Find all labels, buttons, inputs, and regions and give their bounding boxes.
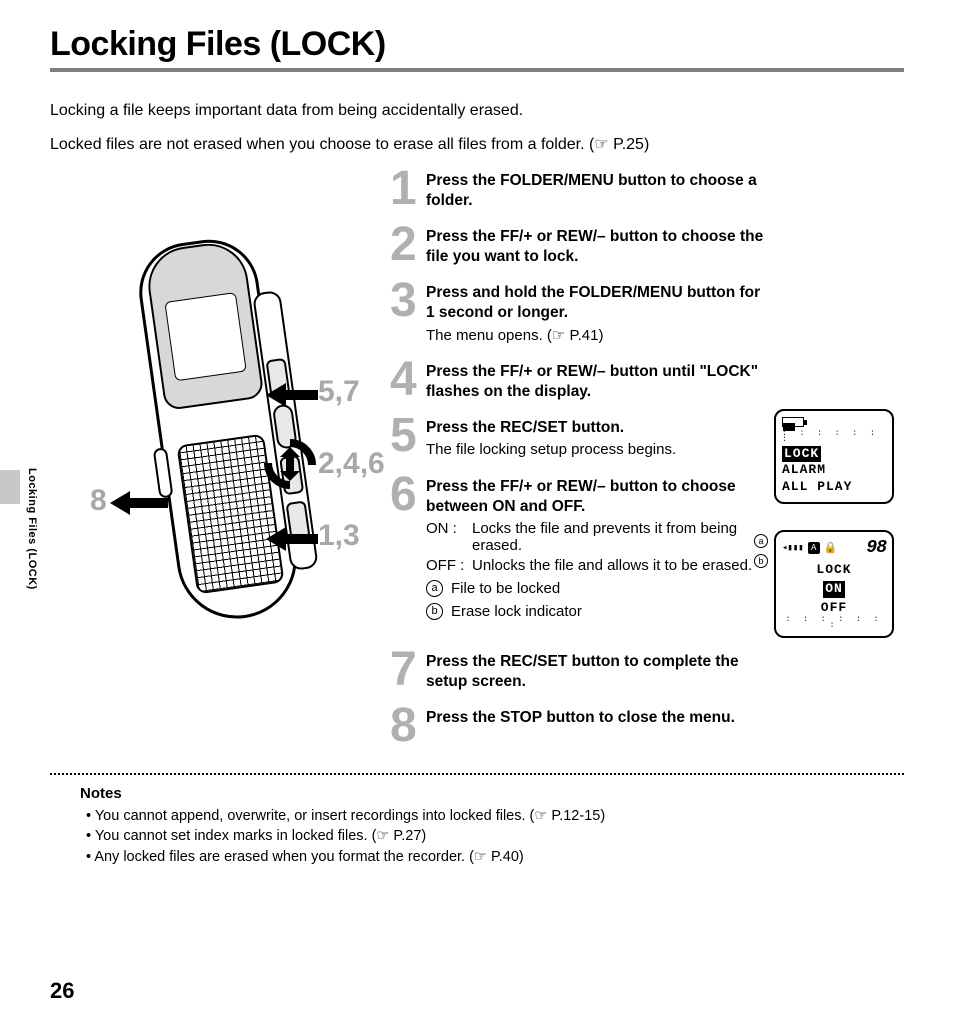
lcd-text-lock: LOCK (782, 446, 821, 463)
lcd-legend-a: a (754, 534, 776, 548)
arrow-left-icon (110, 491, 170, 515)
step-number: 3 (390, 281, 418, 346)
lcd-screen-1: : : : : : : : LOCK ALARM ALL PLAY (774, 409, 894, 504)
step-number: 6 (390, 475, 418, 620)
step-title: Press the STOP button to close the menu. (426, 708, 764, 728)
step-title: Press and hold the FOLDER/MENU button fo… (426, 283, 764, 323)
step-number: 1 (390, 169, 418, 211)
step-3: 3 Press and hold the FOLDER/MENU button … (390, 281, 764, 346)
step-desc: The file locking setup process begins. (426, 440, 764, 460)
page-number: 26 (50, 978, 74, 1004)
battery-icon (782, 417, 804, 427)
lcd-text-alarm: ALARM (782, 462, 886, 479)
step-number: 7 (390, 650, 418, 692)
lcd2-off: OFF (821, 600, 847, 615)
arrow-246-icon (260, 439, 320, 489)
steps-list: 1 Press the FOLDER/MENU button to choose… (390, 169, 764, 761)
step-number: 2 (390, 225, 418, 267)
intro-line-1: Locking a file keeps important data from… (50, 100, 904, 122)
callout-1-3: 1,3 (318, 519, 360, 553)
folder-a-icon: A (808, 542, 820, 554)
step-title: Press the REC/SET button. (426, 418, 764, 438)
lcd-examples: : : : : : : : LOCK ALARM ALL PLAY a b ◂▮… (774, 169, 904, 761)
option-on: ON : Locks the file and prevents it from… (426, 520, 764, 554)
lcd-screen-2: ◂▮▮▮ A 🔒 98 LOCK ON OFF : : : : : : : (774, 530, 894, 637)
note-item: You cannot append, overwrite, or insert … (86, 806, 904, 826)
step-title: Press the REC/SET button to complete the… (426, 652, 764, 692)
step-6: 6 Press the FF/+ or REW/– button to choo… (390, 475, 764, 620)
step-title: Press the FF/+ or REW/– button to choose… (426, 227, 764, 267)
lcd2-on: ON (823, 581, 845, 598)
step-number: 4 (390, 360, 418, 402)
step-7: 7 Press the REC/SET button to complete t… (390, 650, 764, 692)
option-off: OFF : Unlocks the file and allows it to … (426, 557, 764, 574)
legend-b: b Erase lock indicator (426, 603, 764, 620)
side-section-label: Locking Files (LOCK) (26, 468, 38, 590)
step-8: 8 Press the STOP button to close the men… (390, 706, 764, 747)
step-2: 2 Press the FF/+ or REW/– button to choo… (390, 225, 764, 267)
step-4: 4 Press the FF/+ or REW/– button until "… (390, 360, 764, 402)
callout-8: 8 (90, 484, 107, 518)
step-number: 5 (390, 416, 418, 460)
side-tab (0, 470, 20, 504)
arrow-57-icon (266, 383, 320, 407)
lcd-text-allplay: ALL PLAY (782, 479, 886, 496)
callout-5-7: 5,7 (318, 375, 360, 409)
step-1: 1 Press the FOLDER/MENU button to choose… (390, 169, 764, 211)
notes-section: Notes You cannot append, overwrite, or i… (80, 785, 904, 867)
device-diagram: 8 5,7 2,4,6 1,3 (50, 169, 380, 761)
dotted-separator (50, 773, 904, 775)
page-title: Locking Files (LOCK) (50, 25, 904, 64)
file-number: 98 (866, 538, 886, 558)
step-title: Press the FOLDER/MENU button to choose a… (426, 171, 764, 211)
step-number: 8 (390, 706, 418, 747)
lcd-legend-b: b (754, 554, 776, 568)
intro-line-2: Locked files are not erased when you cho… (50, 134, 904, 156)
legend-a: a File to be locked (426, 580, 764, 597)
note-item: You cannot set index marks in locked fil… (86, 826, 904, 846)
arrow-13-icon (266, 527, 320, 551)
device-lcd (164, 292, 246, 381)
title-rule (50, 68, 904, 72)
step-5: 5 Press the REC/SET button. The file loc… (390, 416, 764, 460)
callout-2-4-6: 2,4,6 (318, 447, 385, 481)
note-item: Any locked files are erased when you for… (86, 847, 904, 867)
step-title: Press the FF/+ or REW/– button until "LO… (426, 362, 764, 402)
battery-arrow-icon: ◂▮▮▮ (782, 543, 804, 553)
lock-icon: 🔒 (824, 541, 838, 555)
notes-heading: Notes (80, 785, 904, 802)
lcd2-lock: LOCK (816, 562, 851, 577)
step-desc: The menu opens. (☞ P.41) (426, 326, 764, 346)
step-title: Press the FF/+ or REW/– button to choose… (426, 477, 764, 517)
